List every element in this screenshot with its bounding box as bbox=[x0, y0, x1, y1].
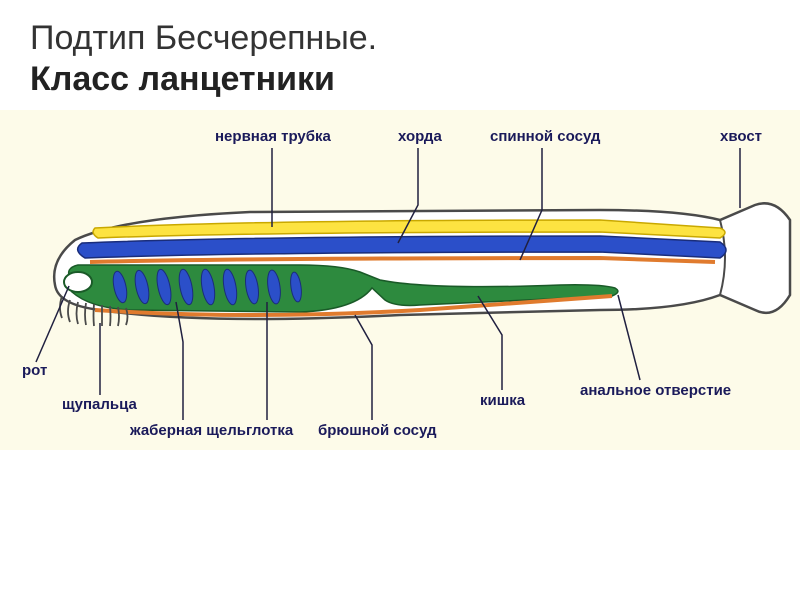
label-dorsal-vessel: спинной сосуд bbox=[490, 128, 600, 145]
page-title-line1: Подтип Бесчерепные. bbox=[30, 18, 770, 59]
lancelet-diagram: нервная трубка хорда спинной сосуд хвост… bbox=[0, 110, 800, 450]
page-title-line2: Класс ланцетники bbox=[30, 59, 770, 100]
label-gill-slit: жаберная щель bbox=[130, 422, 246, 439]
label-tentacles: щупальца bbox=[62, 396, 137, 413]
label-mouth: рот bbox=[22, 362, 47, 379]
label-pharynx: глотка bbox=[246, 422, 293, 439]
label-ventral-vessel: брюшной сосуд bbox=[318, 422, 437, 439]
label-notochord: хорда bbox=[398, 128, 442, 145]
label-anus: анальное отверстие bbox=[580, 382, 731, 399]
label-tail: хвост bbox=[720, 128, 762, 145]
label-nerve-tube: нервная трубка bbox=[215, 128, 331, 145]
label-intestine: кишка bbox=[480, 392, 525, 409]
